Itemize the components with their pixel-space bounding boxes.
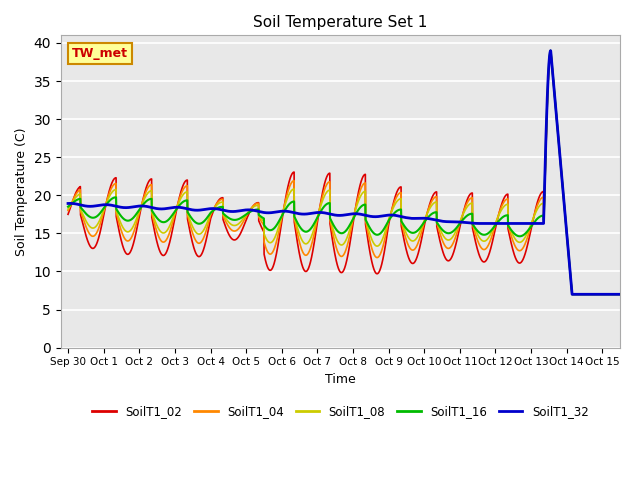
SoilT1_08 [606,291,614,297]
SoilT1_32 [568,291,576,297]
SoilT1_02 [606,291,614,297]
SoilT1_32 [64,201,72,206]
SoilT1_32 [546,51,554,57]
SoilT1_16 [160,219,168,225]
SoilT1_04 [300,251,307,257]
SoilT1_32 [300,211,307,217]
SoilT1_08 [276,220,284,226]
Title: Soil Temperature Set 1: Soil Temperature Set 1 [253,15,428,30]
SoilT1_02 [547,48,554,54]
SoilT1_04 [276,225,284,230]
SoilT1_32 [160,206,168,212]
SoilT1_04 [160,239,168,245]
SoilT1_02 [568,291,576,297]
Line: SoilT1_04: SoilT1_04 [68,51,620,294]
SoilT1_32 [616,291,624,297]
SoilT1_08 [568,291,576,297]
SoilT1_16 [300,228,307,234]
SoilT1_04 [546,51,554,57]
Legend: SoilT1_02, SoilT1_04, SoilT1_08, SoilT1_16, SoilT1_32: SoilT1_02, SoilT1_04, SoilT1_08, SoilT1_… [88,400,593,423]
SoilT1_02 [546,51,554,57]
SoilT1_08 [547,48,554,54]
SoilT1_32 [547,48,554,53]
SoilT1_02 [616,291,624,297]
SoilT1_08 [64,206,72,212]
SoilT1_04 [64,208,72,214]
SoilT1_16 [64,204,72,210]
Y-axis label: Soil Temperature (C): Soil Temperature (C) [15,127,28,256]
SoilT1_16 [276,217,284,223]
SoilT1_08 [300,240,307,246]
SoilT1_08 [546,51,554,57]
SoilT1_02 [127,248,135,253]
SoilT1_08 [616,291,624,297]
SoilT1_32 [127,204,135,210]
X-axis label: Time: Time [325,373,356,386]
SoilT1_16 [546,51,554,57]
SoilT1_04 [568,291,576,297]
SoilT1_04 [606,291,614,297]
SoilT1_04 [127,235,135,241]
Line: SoilT1_16: SoilT1_16 [68,51,620,294]
SoilT1_02 [64,212,72,217]
SoilT1_02 [300,266,307,272]
SoilT1_16 [568,291,576,297]
SoilT1_32 [606,291,614,297]
SoilT1_02 [276,231,284,237]
SoilT1_16 [616,291,624,297]
SoilT1_04 [616,291,624,297]
Line: SoilT1_32: SoilT1_32 [68,50,620,294]
SoilT1_04 [547,48,554,54]
SoilT1_16 [127,217,135,223]
SoilT1_16 [606,291,614,297]
Line: SoilT1_08: SoilT1_08 [68,51,620,294]
SoilT1_08 [160,230,168,236]
SoilT1_32 [276,208,284,214]
SoilT1_02 [160,252,168,258]
SoilT1_16 [547,48,554,54]
Text: TW_met: TW_met [72,47,128,60]
Line: SoilT1_02: SoilT1_02 [68,51,620,294]
SoilT1_08 [127,227,135,233]
